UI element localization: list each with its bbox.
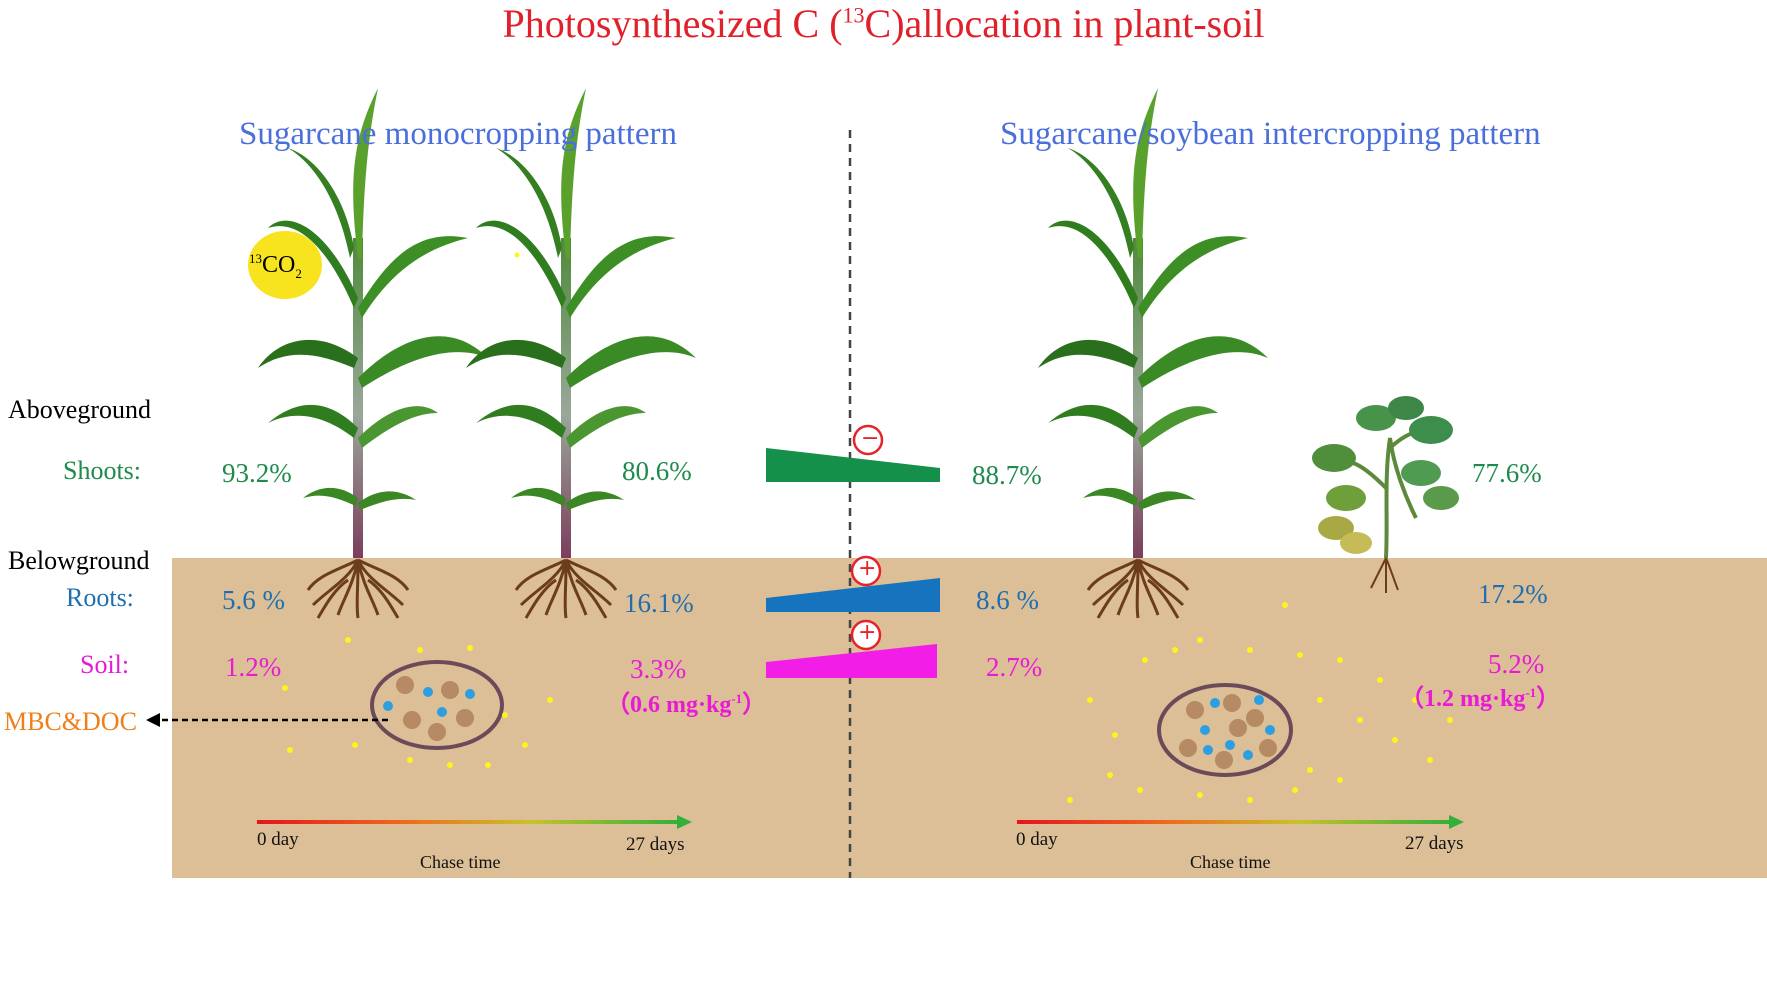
inter-shoots-day0: 88.7% <box>972 460 1042 490</box>
timeline-start-right: 0 day <box>1016 829 1058 850</box>
roots-increase-wedge <box>766 578 940 612</box>
mono-roots-day0: 5.6 % <box>222 585 285 615</box>
minus-sign-text: − <box>861 426 880 451</box>
co2-sun-icon <box>248 231 322 299</box>
soil-label: Soil: <box>80 650 130 679</box>
soil-background <box>172 558 1767 878</box>
mbc-doc-pool-left <box>370 660 504 750</box>
diagram-title: Photosynthesized C (13C)allocation in pl… <box>502 1 1265 46</box>
mono-roots-day27: 16.1% <box>624 588 694 618</box>
timeline-end-left: 27 days <box>626 834 685 855</box>
mbc-doc-pool-right <box>1157 683 1293 777</box>
mono-shoots-day0: 93.2% <box>222 458 292 488</box>
sugarcane-plant-icon <box>1038 88 1268 558</box>
timeline-end-right: 27 days <box>1405 833 1464 854</box>
mono-mbc-value: （0.6 mg·kg-1） <box>606 691 767 718</box>
soybean-plant-icon <box>1312 396 1459 593</box>
aboveground-label: Aboveground <box>8 395 151 424</box>
chase-time-arrow-right <box>1017 815 1464 829</box>
chase-time-arrow-left <box>257 815 692 829</box>
inter-soil-day0: 2.7% <box>986 652 1043 682</box>
roots-label: Roots: <box>66 583 134 612</box>
mbc-doc-label: MBC&DOC <box>4 707 137 736</box>
sugarcane-plant-icon <box>466 88 696 558</box>
inter-mbc-value: （1.2 mg·kg-1） <box>1400 685 1561 712</box>
plus-sign-text-roots: + <box>858 556 877 581</box>
shoots-decrease-wedge <box>766 448 940 482</box>
mono-soil-day0: 1.2% <box>225 652 282 682</box>
plus-sign-icon <box>850 619 882 651</box>
belowground-label: Belowground <box>8 546 150 575</box>
soil-increase-wedge <box>766 644 937 678</box>
timeline-caption-right: Chase time <box>1190 852 1271 872</box>
right-pattern-title: Sugarcane/soybean intercropping pattern <box>1000 116 1541 152</box>
sugarcane-plant-icon <box>258 88 488 558</box>
plus-sign-text-soil: + <box>858 620 877 645</box>
inter-roots-day27: 17.2% <box>1478 579 1548 609</box>
timeline-caption-left: Chase time <box>420 852 501 872</box>
timeline-start-left: 0 day <box>257 829 299 850</box>
co2-label: 13CO2 <box>249 251 302 281</box>
plus-sign-icon <box>850 555 882 587</box>
carbon-dots <box>282 252 1453 803</box>
inter-soil-day27: 5.2% <box>1488 649 1545 679</box>
inter-roots-day0: 8.6 % <box>976 585 1039 615</box>
mono-shoots-day27: 80.6% <box>622 456 692 486</box>
inter-shoots-day27: 77.6% <box>1472 458 1542 488</box>
mono-soil-day27: 3.3% <box>630 654 687 684</box>
minus-sign-icon <box>852 424 884 456</box>
shoots-label: Shoots: <box>63 456 142 485</box>
left-pattern-title: Sugarcane monocropping pattern <box>239 116 678 152</box>
